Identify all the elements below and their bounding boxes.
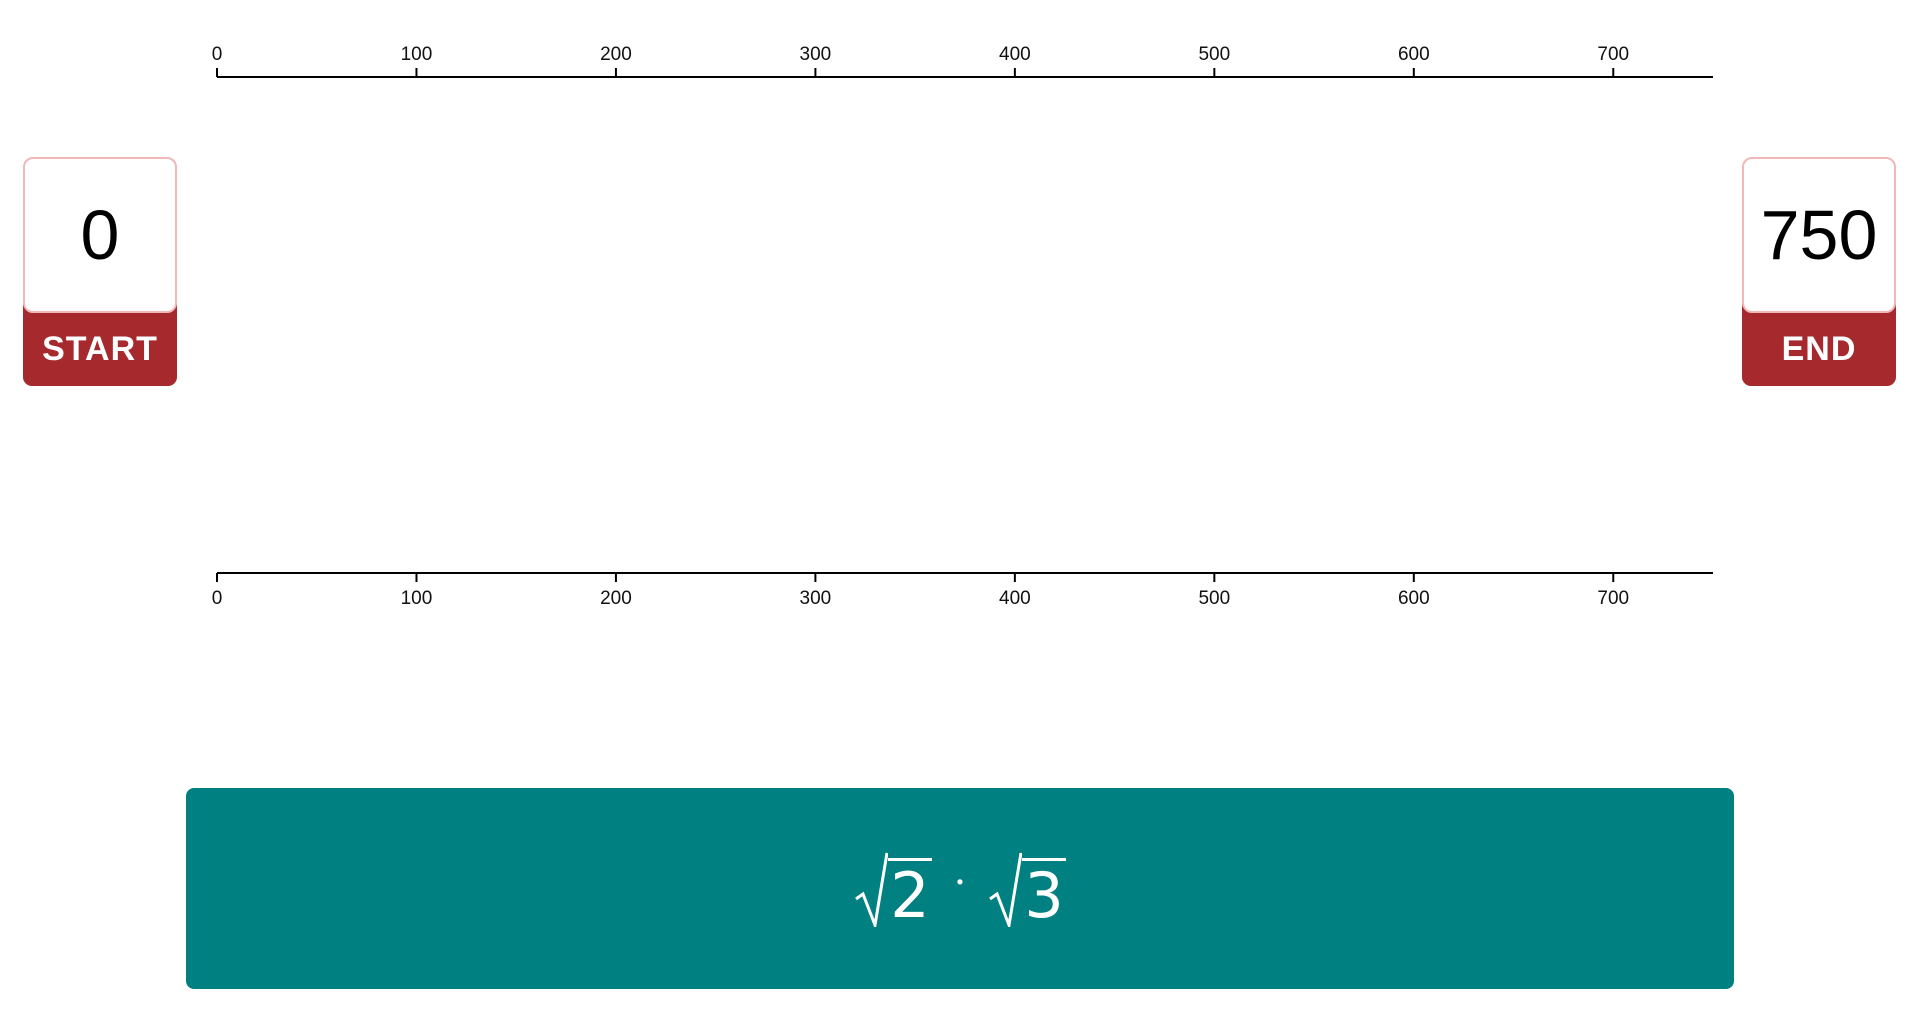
- tick-label: 200: [600, 588, 632, 609]
- tick-label: 300: [800, 44, 832, 65]
- expression: 2 · 3: [854, 851, 1066, 927]
- radicand-2: 3: [1022, 857, 1066, 932]
- multiplication-dot: ·: [953, 859, 967, 906]
- tick-label: 500: [1198, 588, 1230, 609]
- radical-sign-icon: [989, 852, 1023, 927]
- tick-label: 700: [1597, 588, 1629, 609]
- tick-label: 700: [1597, 44, 1629, 65]
- tick-label: 500: [1198, 44, 1230, 65]
- tick-label: 600: [1398, 588, 1430, 609]
- radicand-1: 2: [888, 857, 932, 932]
- tick-label: 400: [999, 44, 1031, 65]
- tick-label: 600: [1398, 44, 1430, 65]
- end-bound-card[interactable]: 750 END: [1742, 157, 1896, 386]
- tick-label: 100: [401, 44, 433, 65]
- radical-sign-icon: [855, 852, 889, 927]
- end-value[interactable]: 750: [1742, 157, 1896, 313]
- top-number-line: 0 100 200 300 400 500 600 700: [212, 44, 1713, 78]
- tick-label: 200: [600, 44, 632, 65]
- tick-label: 300: [800, 588, 832, 609]
- tick-label: 0: [212, 588, 223, 609]
- square-root-2: 2: [854, 851, 932, 932]
- start-label: START: [23, 303, 177, 386]
- tick-label: 100: [401, 588, 433, 609]
- expression-card[interactable]: 2 · 3: [186, 788, 1734, 989]
- tick-label: 0: [212, 44, 223, 65]
- start-bound-card[interactable]: 0 START: [23, 157, 177, 386]
- bottom-number-line: 0 100 200 300 400 500 600 700: [212, 572, 1713, 609]
- start-value[interactable]: 0: [23, 157, 177, 313]
- end-label: END: [1742, 303, 1896, 386]
- square-root-3: 3: [988, 851, 1066, 932]
- tick-label: 400: [999, 588, 1031, 609]
